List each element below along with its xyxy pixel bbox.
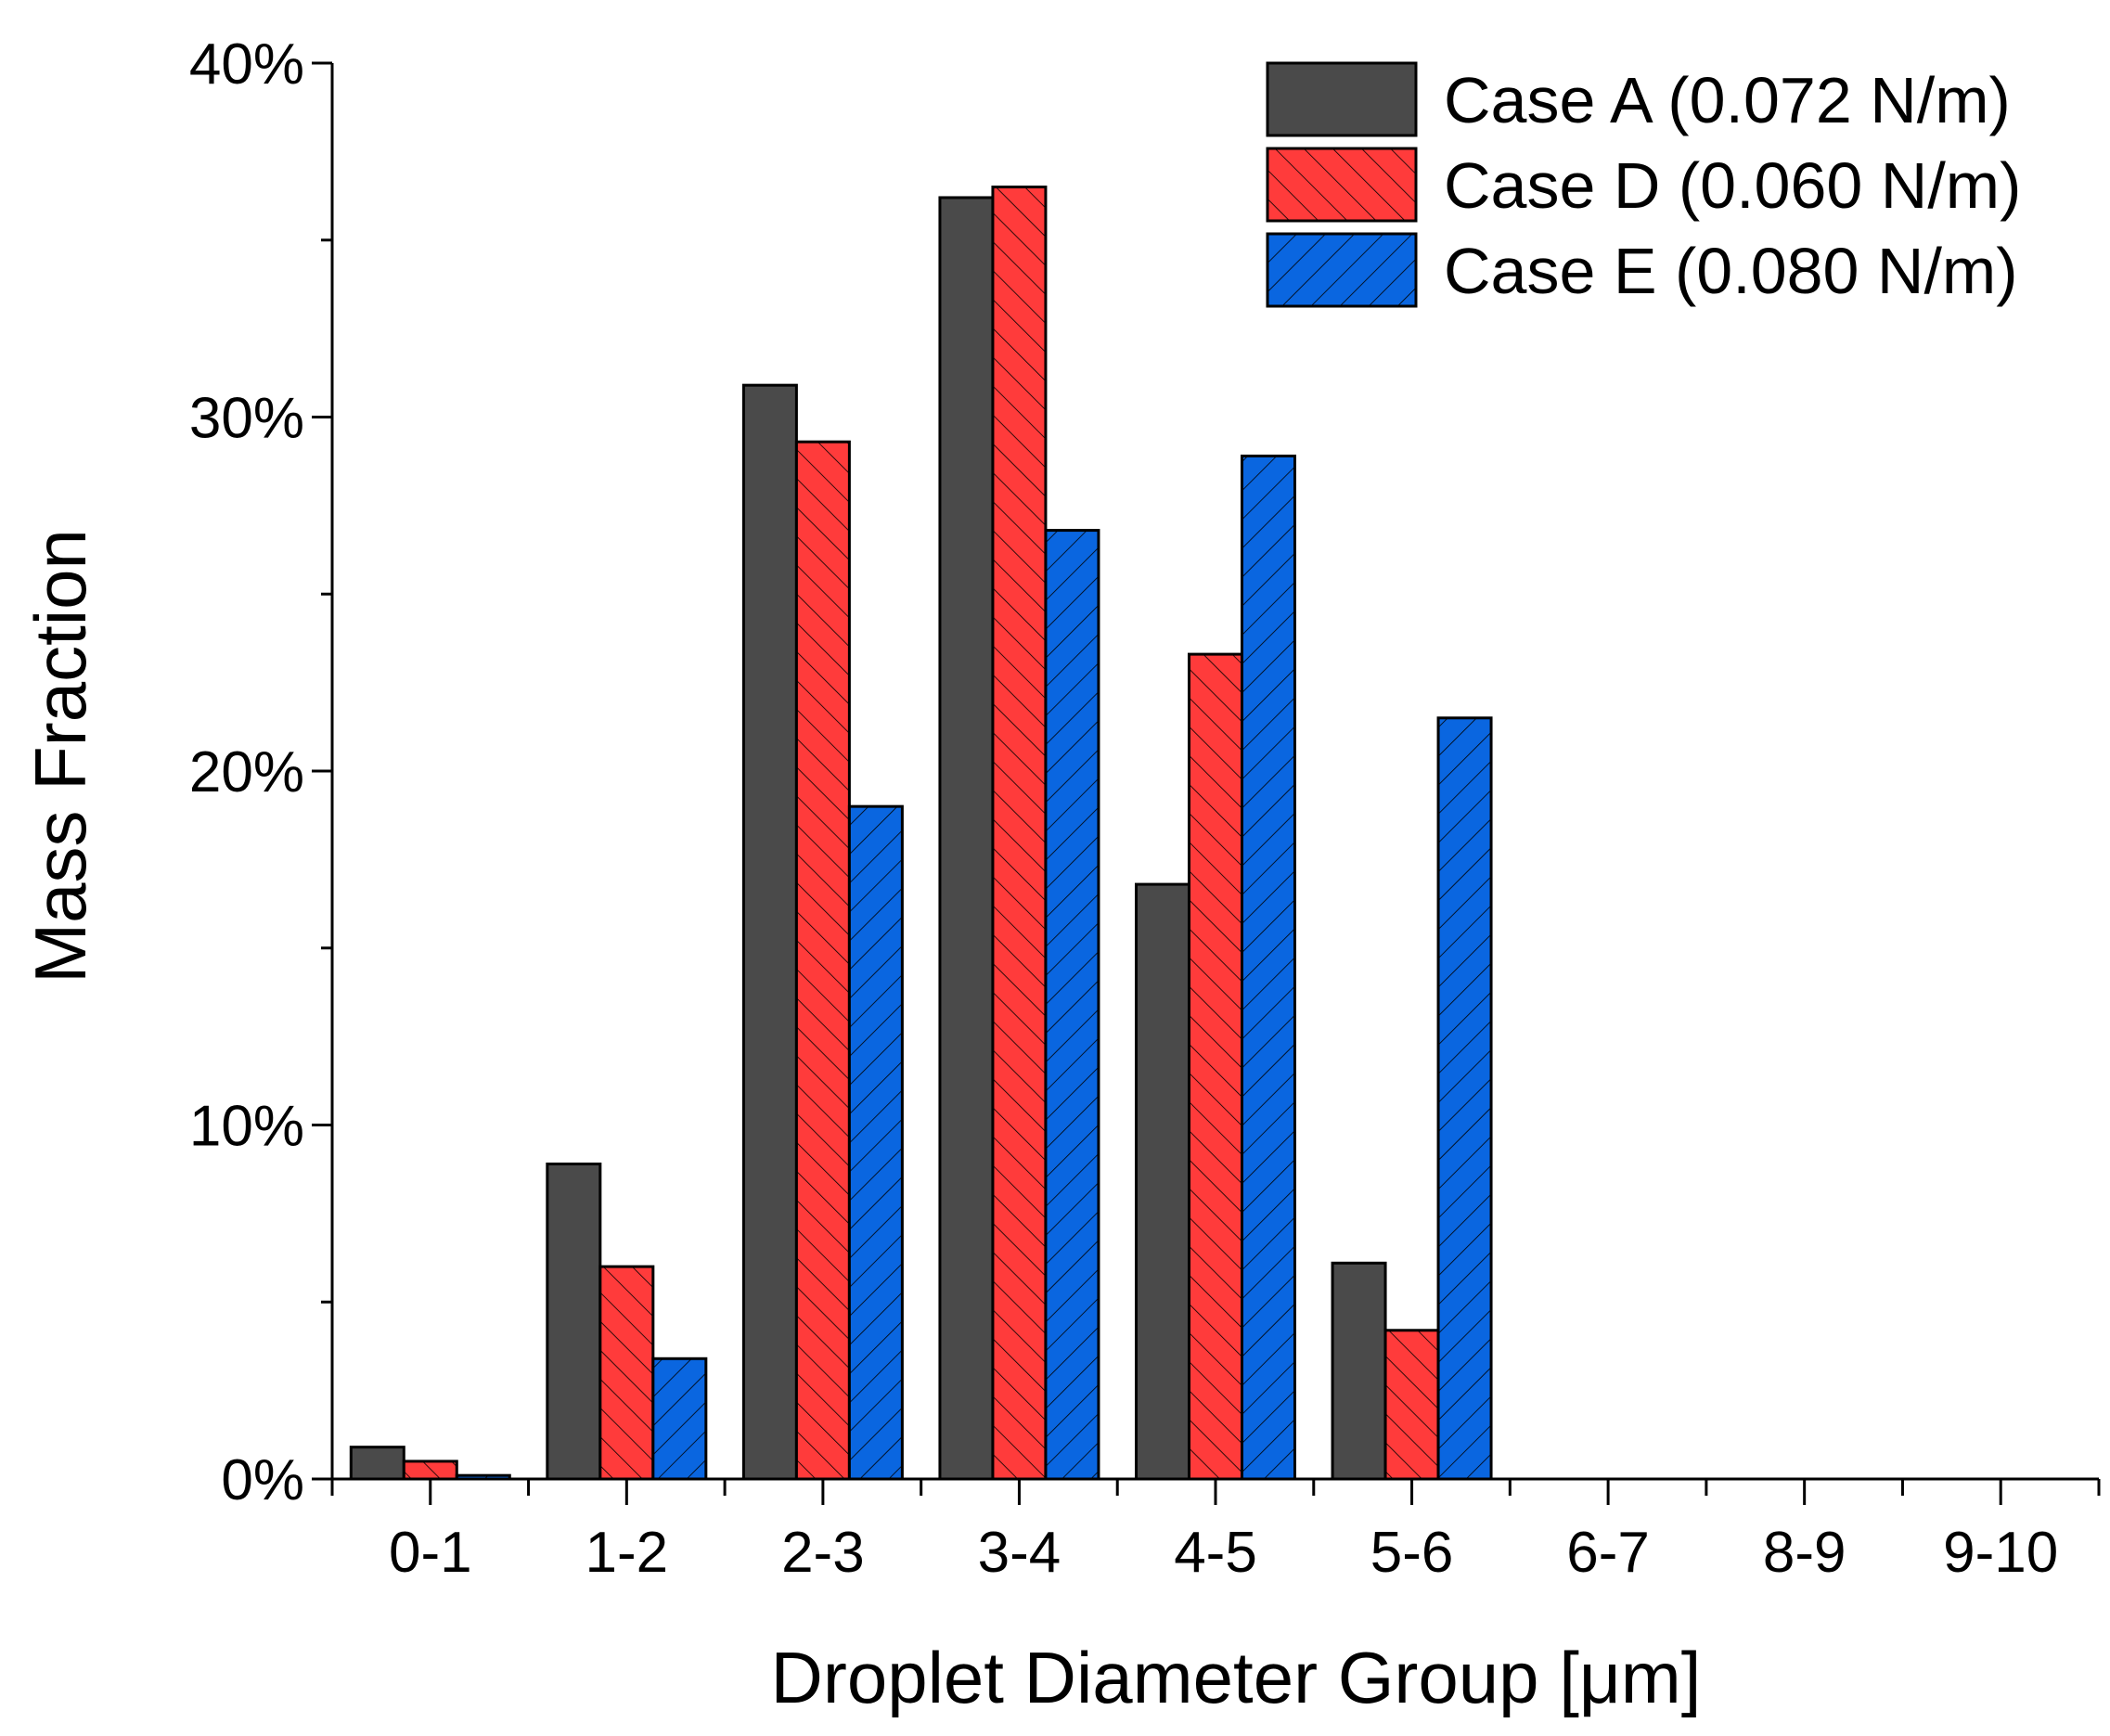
bar-hatch [849, 806, 903, 1479]
x-tick-label: 2-3 [781, 1521, 865, 1585]
legend-swatch-hatch [1267, 148, 1416, 221]
legend-label: Case A (0.072 N/m) [1444, 64, 2011, 136]
x-ticks: 0-1 1-2 2-3 3-4 4-5 5-6 6-7 8-9 9-10 [330, 1479, 2101, 1585]
x-tick-label: 4-5 [1174, 1521, 1257, 1585]
bar [938, 196, 995, 1481]
bar-hatch [1189, 654, 1242, 1479]
bar-hatch [652, 1358, 706, 1479]
y-tick-label: 40% [189, 32, 304, 96]
x-tick-label: 8-9 [1763, 1521, 1846, 1585]
legend-label: Case E (0.080 N/m) [1444, 235, 2018, 307]
y-tick-label: 20% [189, 740, 304, 804]
bar-hatch [1385, 1330, 1439, 1479]
legend-swatch-hatch [1267, 234, 1416, 306]
bar [1135, 882, 1190, 1481]
bar-hatch [599, 1267, 653, 1479]
legend: Case A (0.072 N/m) Case D (0.060 N/m) Case… [1266, 61, 2021, 308]
bar [546, 1162, 602, 1481]
bar [1331, 1261, 1387, 1481]
bar [741, 383, 798, 1481]
x-tick-label: 3-4 [978, 1521, 1061, 1585]
legend-label: Case D (0.060 N/m) [1444, 149, 2021, 222]
x-axis-title: Droplet Diameter Group [μm] [771, 1637, 1702, 1718]
bar-hatch [992, 186, 1046, 1479]
bar-hatch [404, 1460, 457, 1479]
y-ticks: 0% 10% 20% 30% 40% [189, 32, 332, 1512]
bar-hatch [457, 1475, 510, 1479]
y-tick-label: 0% [221, 1448, 304, 1512]
bar-hatch [1438, 717, 1492, 1479]
y-axis-title: Mass Fraction [19, 529, 101, 984]
x-tick-label: 0-1 [389, 1521, 472, 1585]
axes: 0% 10% 20% 30% 40% 0-1 1-2 2-3 3-4 4-5 5-6 6-7 8-9 9… [189, 32, 2101, 1585]
x-tick-label: 5-6 [1370, 1521, 1454, 1585]
x-tick-label: 6-7 [1566, 1521, 1650, 1585]
bar-hatch [1242, 456, 1295, 1480]
x-tick-label: 9-10 [1943, 1521, 2058, 1585]
y-tick-label: 10% [189, 1095, 304, 1159]
legend-swatch [1266, 61, 1418, 137]
bar [349, 1446, 405, 1481]
bars-group [349, 186, 1493, 1481]
bar-hatch [796, 442, 850, 1480]
bar-hatch [1045, 530, 1099, 1479]
x-tick-label: 1-2 [585, 1521, 669, 1585]
y-tick-label: 30% [189, 387, 304, 451]
